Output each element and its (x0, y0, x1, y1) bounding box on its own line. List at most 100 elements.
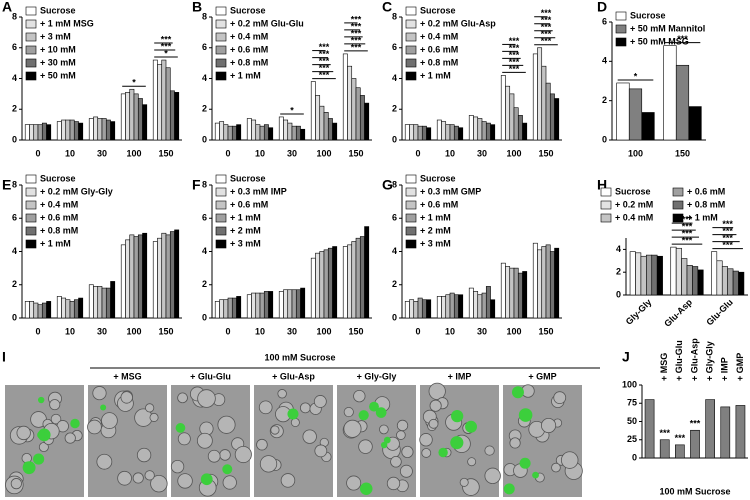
cell (207, 449, 221, 463)
x-tick-label: 100 (506, 326, 521, 336)
legend-label: + 10 mM (40, 44, 76, 54)
legend-label: Sucrose (40, 5, 76, 15)
legend-swatch (215, 45, 227, 55)
cell (419, 433, 433, 447)
fluorescent-cell (369, 401, 379, 412)
cell (259, 455, 278, 473)
legend-swatch (215, 71, 227, 81)
cell (540, 417, 557, 434)
bar (545, 244, 551, 319)
x-tick-label: 10 (445, 326, 455, 336)
fluorescent-cell (100, 404, 107, 411)
legend-swatch (25, 45, 37, 55)
bar (721, 266, 728, 296)
bar (477, 294, 483, 319)
bar (291, 289, 297, 319)
bar (359, 95, 365, 141)
legend-swatch (215, 6, 227, 16)
significance-label: *** (677, 34, 688, 44)
panel-letter: H (597, 177, 607, 193)
x-tick-label: Glu-Glu (704, 297, 734, 327)
bar (670, 246, 677, 296)
cell (64, 432, 76, 444)
fluorescent-cell (375, 407, 387, 418)
bar (409, 299, 415, 319)
cell (401, 445, 414, 458)
y-tick-label: 2 (392, 279, 397, 289)
bar (458, 294, 464, 319)
legend-label: + 0.4 mM (420, 31, 458, 41)
bar (458, 127, 464, 141)
bar (251, 292, 257, 319)
bar (445, 124, 451, 141)
panel-letter: B (192, 0, 202, 15)
cell (396, 419, 409, 432)
legend-swatch (215, 174, 227, 184)
bar (659, 439, 670, 459)
bar (105, 287, 111, 319)
bar (65, 119, 71, 141)
legend-label: + 0.8 mM (230, 57, 268, 67)
y-tick-label: 6 (602, 16, 607, 26)
x-tick-label: 30 (97, 326, 107, 336)
bar (33, 302, 39, 319)
bar (223, 124, 229, 141)
x-tick-label: 150 (158, 148, 173, 158)
bar (214, 122, 220, 141)
significance-label: *** (659, 428, 670, 438)
bar (417, 297, 423, 319)
significance-label: *** (351, 28, 362, 38)
bar (537, 47, 543, 141)
bar (287, 289, 293, 319)
y-tick-label: 100 (622, 379, 637, 389)
bar (404, 301, 410, 319)
x-tick-label: 0 (415, 148, 420, 158)
legend-label: + 0.4 mM (615, 212, 653, 222)
bar (142, 104, 148, 141)
significance-label: *** (161, 41, 172, 51)
fluorescent-cell (287, 408, 299, 420)
y-tick-label: 2 (202, 279, 207, 289)
bar (692, 266, 699, 296)
legend-swatch (405, 58, 417, 68)
legend-label: + 2 mM (420, 225, 451, 235)
bar (404, 124, 410, 141)
bar (78, 122, 84, 141)
significance-label: *** (722, 233, 733, 243)
bar (359, 236, 365, 319)
cell (421, 448, 432, 458)
y-tick-label: 8 (392, 179, 397, 189)
legend-swatch (600, 213, 612, 223)
bar (278, 116, 284, 141)
bar (426, 127, 432, 141)
bar (169, 90, 175, 141)
image-panel-title: 100 mM Sucrose (264, 352, 335, 362)
bar (246, 294, 252, 319)
cell (290, 417, 300, 427)
legend-label: + 3 mM (420, 238, 451, 248)
legend-swatch (405, 19, 417, 29)
legend-label: + 50 mM MSG (630, 36, 689, 46)
bar (120, 244, 126, 319)
legend-label: + 2 mM (230, 225, 261, 235)
bar (78, 297, 84, 319)
bar (549, 93, 555, 141)
bar (73, 121, 79, 141)
legend-swatch (215, 58, 227, 68)
cell (258, 400, 273, 415)
cell (302, 429, 317, 444)
bar (541, 65, 547, 141)
panel-letter: D (597, 0, 607, 15)
legend-swatch (25, 32, 37, 42)
cell (145, 403, 155, 413)
legend-label: + 1 mM (420, 212, 451, 222)
significance-label: *** (541, 15, 552, 25)
bar (323, 249, 329, 319)
cell (170, 459, 185, 474)
legend-swatch (25, 19, 37, 29)
cell (234, 445, 252, 464)
fluorescent-cell (200, 473, 213, 486)
significance-label: *** (675, 433, 686, 443)
significance-label: *** (351, 42, 362, 52)
bar (263, 124, 269, 141)
